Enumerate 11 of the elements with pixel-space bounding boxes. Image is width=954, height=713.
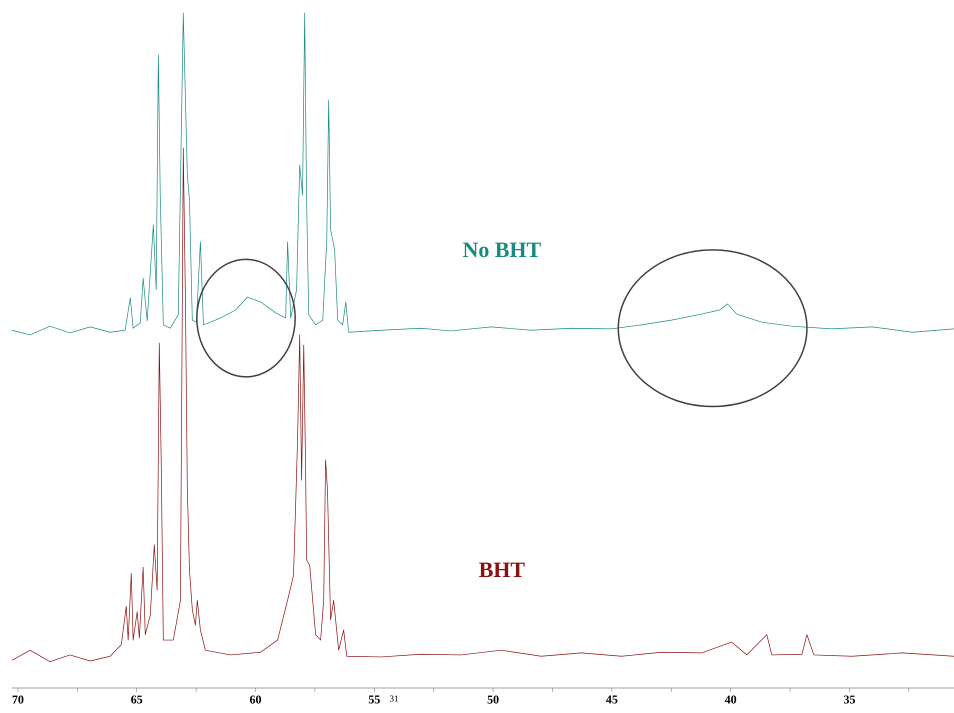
text: BHT	[479, 562, 525, 578]
x-tick-label: 35	[844, 696, 855, 704]
x-tick-label: 45	[606, 696, 618, 704]
x-axis-title: 31	[390, 696, 398, 702]
x-tick-label: 70	[12, 696, 24, 704]
x-tick-label: 65	[131, 696, 142, 704]
x-tick-label: 50	[488, 696, 499, 704]
text: No BHT	[462, 242, 541, 258]
x-tick-label: 55	[368, 696, 380, 704]
x-tick-label: 40	[724, 696, 736, 704]
x-tick-label: 60	[250, 696, 262, 704]
